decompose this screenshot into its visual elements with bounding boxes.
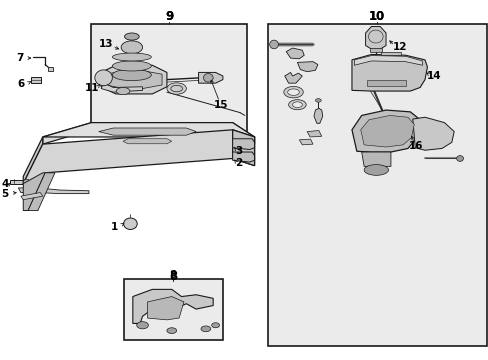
Ellipse shape [112,69,151,81]
Bar [10,180,33,184]
Polygon shape [232,139,254,149]
Bar [366,80,405,86]
Polygon shape [19,188,89,194]
Polygon shape [198,72,223,83]
Ellipse shape [116,87,130,95]
Polygon shape [351,110,419,152]
Polygon shape [147,297,183,320]
Ellipse shape [269,40,278,49]
Text: 3: 3 [235,145,242,156]
Polygon shape [106,69,162,90]
Text: 10: 10 [368,10,385,23]
Polygon shape [361,152,390,166]
Ellipse shape [456,156,463,161]
Text: 1: 1 [110,222,118,231]
Polygon shape [42,123,254,144]
Ellipse shape [123,218,137,229]
Text: 8: 8 [169,270,177,283]
Text: 16: 16 [408,141,423,151]
Bar [91,24,247,134]
Bar [370,48,381,51]
Ellipse shape [112,61,151,71]
Ellipse shape [137,321,148,329]
Polygon shape [354,55,422,65]
Ellipse shape [211,323,219,328]
Ellipse shape [364,165,387,175]
Ellipse shape [315,99,321,102]
Polygon shape [23,137,42,184]
Polygon shape [412,117,453,150]
Ellipse shape [201,326,210,332]
Polygon shape [42,123,254,137]
Text: 10: 10 [368,10,385,23]
Polygon shape [306,131,321,137]
Polygon shape [351,54,427,91]
Ellipse shape [166,83,186,94]
Text: 6: 6 [17,79,24,89]
Bar [31,77,41,83]
Polygon shape [101,65,166,94]
Ellipse shape [23,179,30,186]
Polygon shape [23,173,45,211]
Polygon shape [99,128,196,135]
Polygon shape [284,72,302,83]
Text: 15: 15 [214,100,228,110]
Text: 13: 13 [99,40,113,49]
Polygon shape [380,51,400,55]
Bar [124,279,223,339]
Polygon shape [285,48,304,59]
Ellipse shape [121,41,142,54]
Ellipse shape [288,100,305,110]
Polygon shape [133,289,213,323]
Polygon shape [360,116,413,147]
Text: 2: 2 [235,158,242,168]
Ellipse shape [287,89,299,95]
Text: 4: 4 [1,179,9,189]
Polygon shape [23,130,254,211]
Ellipse shape [124,33,139,40]
Ellipse shape [166,328,176,333]
Bar [267,24,487,346]
Polygon shape [232,152,254,162]
Text: 7: 7 [16,53,23,63]
Polygon shape [28,173,55,211]
Text: 11: 11 [84,83,99,93]
Polygon shape [123,139,171,144]
Text: 12: 12 [392,42,406,51]
Text: 9: 9 [165,10,173,23]
Ellipse shape [203,73,213,82]
Polygon shape [21,193,42,200]
Polygon shape [313,108,322,123]
Ellipse shape [292,102,302,108]
Polygon shape [101,83,142,92]
Text: 5: 5 [1,189,9,199]
Text: 9: 9 [165,10,173,23]
Ellipse shape [283,86,303,98]
Polygon shape [297,62,317,72]
Polygon shape [365,27,385,49]
Text: 8: 8 [169,270,177,280]
Text: 14: 14 [426,71,440,81]
Bar [47,67,53,71]
Ellipse shape [112,53,151,61]
Ellipse shape [95,70,112,86]
Polygon shape [232,130,254,166]
Polygon shape [299,139,312,145]
